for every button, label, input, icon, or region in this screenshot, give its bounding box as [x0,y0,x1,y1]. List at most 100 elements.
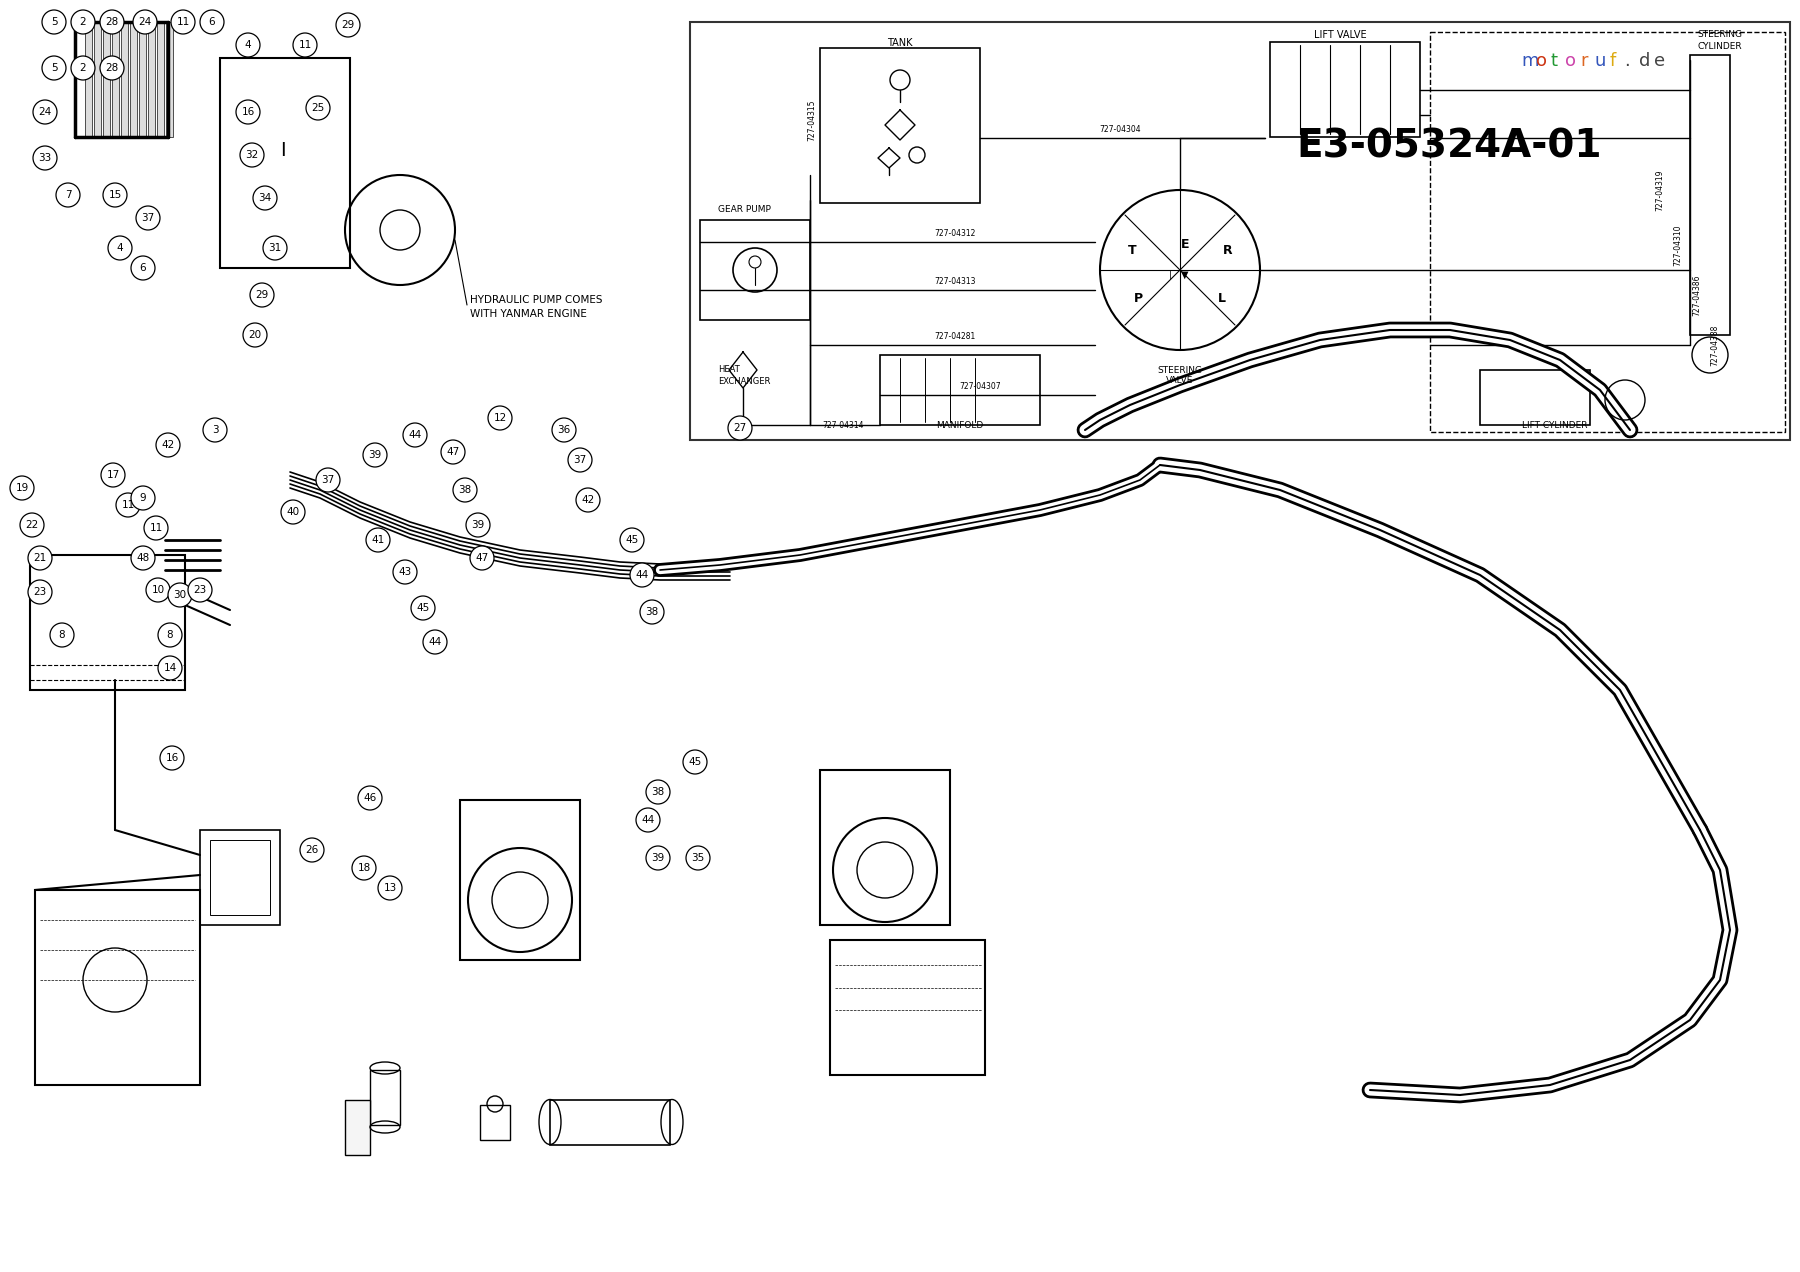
Bar [821,48,979,204]
Text: 28: 28 [106,17,119,27]
Text: 13: 13 [383,883,396,893]
Circle shape [131,486,155,510]
Text: .: . [1624,52,1631,70]
Bar [821,770,950,925]
Text: I: I [281,140,286,159]
Text: u: u [1595,52,1606,70]
Text: 44: 44 [641,815,655,826]
Text: 12: 12 [493,413,506,424]
Text: LIFT CYLINDER: LIFT CYLINDER [1523,421,1588,430]
Text: f: f [1609,52,1616,70]
Text: 727-04313: 727-04313 [934,277,976,286]
Circle shape [171,10,194,34]
Circle shape [158,656,182,681]
Text: 29: 29 [256,290,268,300]
Circle shape [158,623,182,647]
Circle shape [423,630,446,654]
Circle shape [454,478,477,502]
Text: 727-04314: 727-04314 [823,421,864,430]
Text: 9: 9 [140,494,146,502]
Circle shape [101,10,124,34]
Text: R: R [1224,243,1233,257]
Text: 3: 3 [212,425,218,435]
Circle shape [133,10,157,34]
Text: 727-04386: 727-04386 [1692,275,1701,315]
Text: 5: 5 [50,17,58,27]
Text: 38: 38 [646,607,659,617]
Text: 4: 4 [117,243,124,253]
Text: 47: 47 [475,553,488,563]
Text: 40: 40 [286,508,299,516]
Circle shape [203,418,227,441]
Text: 14: 14 [164,663,176,673]
Bar [34,890,200,1085]
Circle shape [236,100,259,123]
Circle shape [646,780,670,804]
Circle shape [365,528,391,552]
Text: STEERING: STEERING [1157,366,1202,375]
Text: 38: 38 [459,485,472,495]
Text: 42: 42 [581,495,594,505]
Circle shape [101,56,124,80]
Text: 7: 7 [65,190,72,200]
Text: STEERING: STEERING [1697,31,1742,39]
Text: 32: 32 [245,150,259,160]
Text: 22: 22 [25,520,38,530]
Text: 23: 23 [193,585,207,595]
Circle shape [635,808,661,832]
Circle shape [306,95,329,120]
Bar [689,22,1789,440]
Text: 29: 29 [342,20,355,31]
Text: GEAR PUMP: GEAR PUMP [718,206,770,215]
Text: TANK: TANK [887,38,913,48]
Circle shape [403,424,427,446]
Circle shape [70,56,95,80]
Circle shape [160,745,184,770]
Bar [1480,370,1589,425]
Circle shape [29,580,52,604]
Text: 727-04312: 727-04312 [934,229,976,238]
Text: 8: 8 [59,630,65,640]
Text: 44: 44 [428,637,441,647]
Bar [148,22,155,137]
Circle shape [317,468,340,492]
Bar [94,22,101,137]
Text: 18: 18 [358,862,371,873]
Circle shape [101,463,124,487]
Text: 727-04319: 727-04319 [1656,169,1665,211]
Text: 727-04388: 727-04388 [1710,324,1719,365]
Text: 21: 21 [34,553,47,563]
Text: 42: 42 [162,440,175,450]
Circle shape [236,33,259,57]
Text: 33: 33 [38,153,52,163]
Circle shape [137,206,160,230]
Text: 10: 10 [151,585,164,595]
Bar [371,1070,400,1124]
Circle shape [50,623,74,647]
Text: m: m [1521,52,1539,70]
Circle shape [353,856,376,880]
Bar [830,940,985,1075]
Circle shape [358,786,382,810]
Text: 44: 44 [635,570,648,580]
Text: 19: 19 [16,483,29,494]
Text: HYDRAULIC PUMP COMES: HYDRAULIC PUMP COMES [470,295,603,305]
Bar [130,22,137,137]
Text: 5: 5 [50,64,58,73]
Bar [551,1100,670,1145]
Circle shape [146,577,169,602]
Text: t: t [1550,52,1557,70]
Text: o: o [1535,52,1546,70]
Circle shape [727,416,752,440]
Text: 17: 17 [106,469,119,480]
Bar [481,1105,509,1140]
Bar [220,59,349,268]
Circle shape [553,418,576,441]
Circle shape [378,876,401,901]
Text: 24: 24 [139,17,151,27]
Text: 727-04281: 727-04281 [934,332,976,341]
Text: 47: 47 [446,446,459,457]
Text: E: E [1181,239,1190,252]
Circle shape [470,546,493,570]
Text: 16: 16 [166,753,178,763]
